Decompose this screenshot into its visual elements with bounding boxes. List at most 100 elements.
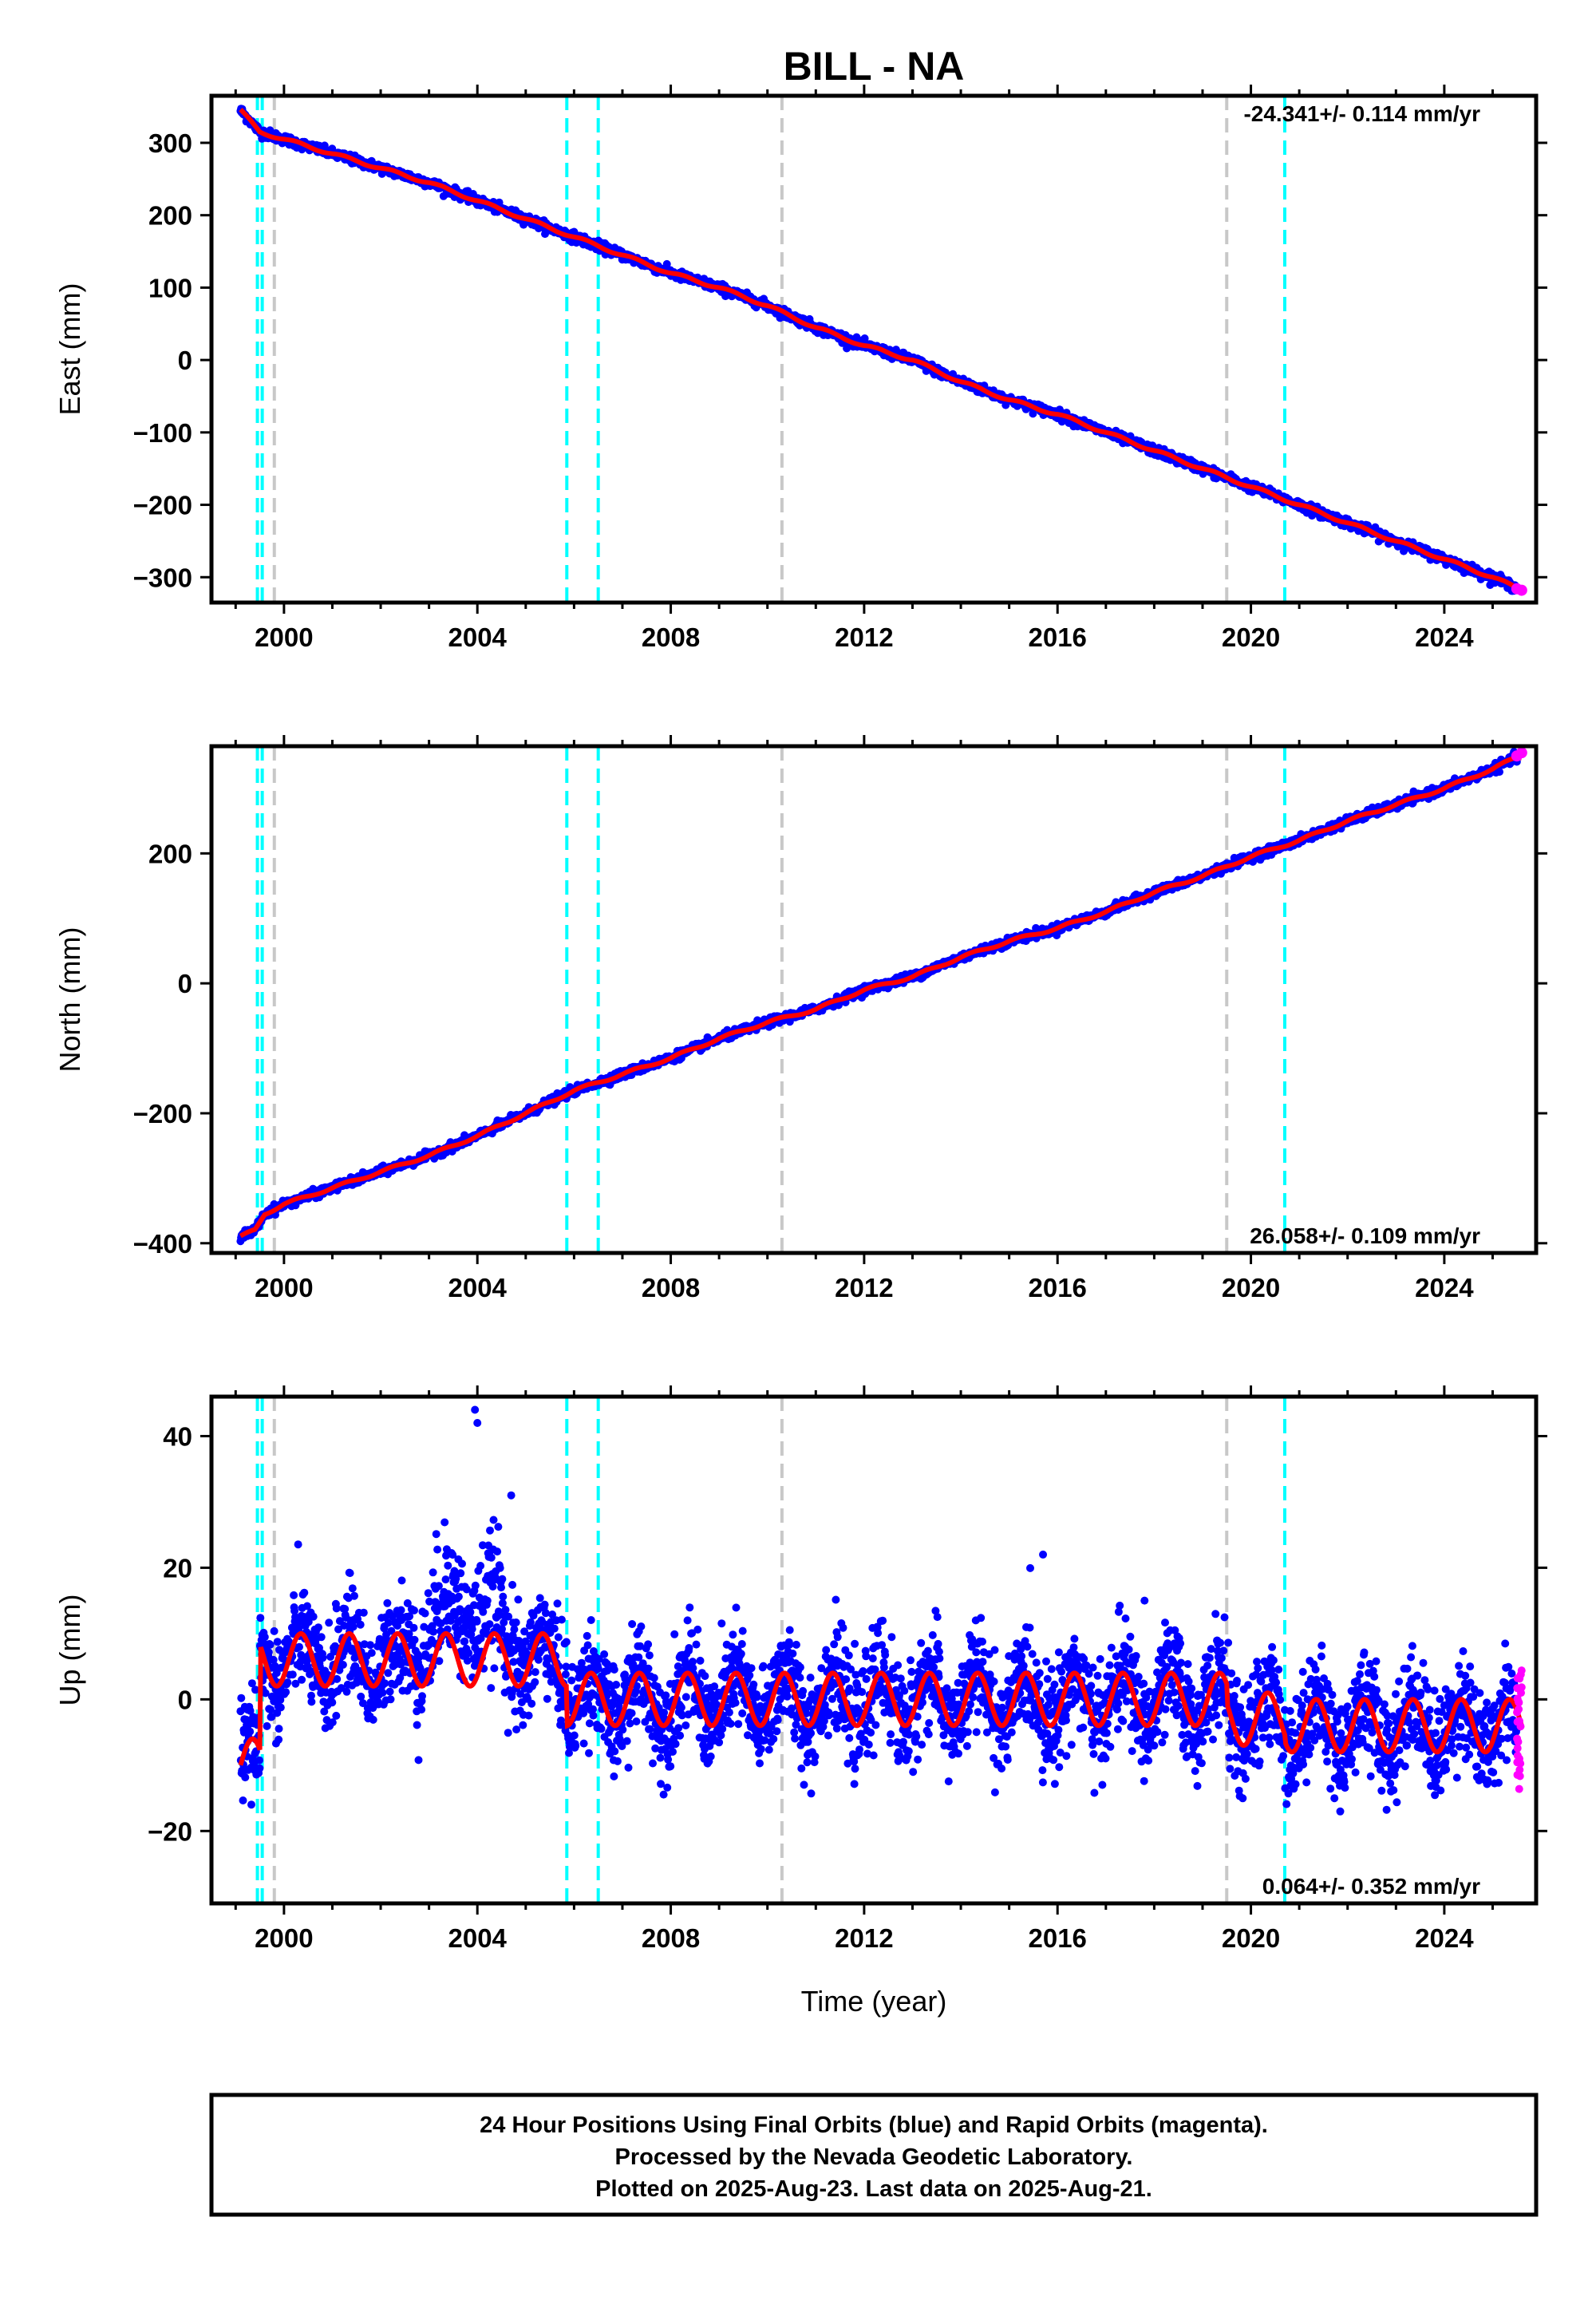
x-tick-label: 2024 — [1415, 1273, 1474, 1302]
x-tick-label: 2008 — [642, 622, 700, 652]
data-point — [276, 1696, 285, 1704]
y-tick-label: 300 — [148, 128, 192, 158]
data-point — [356, 1620, 365, 1629]
data-point — [341, 1605, 350, 1613]
data-point — [291, 1679, 300, 1688]
data-point — [260, 1633, 269, 1642]
y-tick-label: −400 — [133, 1229, 192, 1259]
y-tick-label: 0 — [178, 969, 192, 998]
final-orbit-points — [236, 1405, 1521, 1816]
data-point — [241, 1773, 250, 1782]
x-tick-label: 2024 — [1415, 622, 1474, 652]
data-point — [332, 1604, 341, 1613]
data-point — [350, 1591, 358, 1600]
data-point — [1515, 747, 1527, 759]
y-tick-label: −200 — [133, 491, 192, 520]
panel-frame — [209, 93, 1539, 605]
plot-area — [236, 746, 1527, 1253]
data-point — [300, 1588, 309, 1597]
data-point — [360, 1640, 369, 1649]
y-tick-label: 200 — [148, 201, 192, 231]
chart-title: BILL - NA — [784, 44, 965, 89]
data-point — [348, 1584, 357, 1593]
data-point — [369, 1715, 377, 1724]
data-point — [237, 1694, 246, 1702]
data-point — [251, 1686, 259, 1694]
data-point — [275, 1735, 283, 1744]
y-tick-label: 0 — [178, 346, 192, 375]
data-point — [275, 1725, 283, 1733]
data-point — [303, 1602, 311, 1611]
y-tick-label: −200 — [133, 1099, 192, 1128]
x-tick-label: 2020 — [1222, 1273, 1280, 1302]
data-point — [318, 1654, 327, 1662]
final-orbit-points — [236, 748, 1521, 1246]
data-point — [317, 1633, 326, 1642]
data-point — [325, 1618, 334, 1627]
panel-frame — [209, 744, 1539, 1255]
data-point — [271, 1662, 279, 1670]
y-tick-label: −100 — [133, 418, 192, 448]
data-point — [328, 1718, 337, 1727]
data-point — [295, 1642, 303, 1651]
data-point — [304, 1618, 313, 1626]
data-point — [346, 1569, 354, 1578]
x-tick-label: 2016 — [1029, 1273, 1087, 1302]
data-point — [282, 1688, 290, 1697]
data-point — [332, 1711, 341, 1720]
data-point — [246, 1706, 255, 1715]
data-point — [349, 1622, 358, 1631]
model-fit-line — [239, 107, 1523, 591]
x-tick-label: 2020 — [1222, 622, 1280, 652]
data-point — [290, 1607, 299, 1615]
plot-area — [236, 96, 1527, 603]
data-point — [366, 1641, 374, 1650]
data-point — [255, 1764, 264, 1773]
x-tick-label: 2004 — [448, 1273, 508, 1302]
x-tick-label: 2016 — [1029, 622, 1087, 652]
data-point — [290, 1591, 298, 1599]
y-axis-label: North (mm) — [53, 927, 86, 1073]
x-tick-label: 2000 — [255, 1273, 313, 1302]
data-point — [266, 1640, 275, 1649]
data-point — [320, 1707, 329, 1716]
y-tick-label: 200 — [148, 839, 192, 868]
data-point — [338, 1661, 347, 1669]
north-panel: 2000 2004 2008 2012 2016 2020 2024 −400 −200 0 200… — [53, 735, 1547, 1302]
y-tick-label: 100 — [148, 273, 192, 302]
rapid-orbit-points — [1511, 747, 1527, 762]
data-point — [1029, 409, 1037, 418]
data-point — [662, 259, 671, 268]
data-point — [270, 1626, 279, 1635]
plot-area — [236, 1397, 1526, 1903]
data-point — [263, 1721, 271, 1730]
data-point — [267, 1705, 275, 1714]
data-point — [276, 1703, 285, 1712]
x-tick-label: 2012 — [835, 1273, 893, 1302]
data-point — [1495, 768, 1503, 777]
x-tick-label: 2000 — [255, 622, 313, 652]
rate-label: 26.058+/- 0.109 mm/yr — [1250, 1223, 1480, 1248]
data-point — [378, 1689, 387, 1697]
data-point — [298, 1675, 306, 1684]
data-point — [239, 1796, 247, 1804]
x-tick-label: 2008 — [642, 1273, 700, 1302]
data-point — [283, 1678, 292, 1687]
data-point — [294, 1624, 303, 1633]
data-point — [255, 1756, 263, 1765]
x-tick-label: 2004 — [448, 622, 508, 652]
x-tick-label: 2012 — [835, 622, 893, 652]
data-point — [264, 1648, 273, 1657]
data-point — [342, 1687, 351, 1696]
data-point — [359, 1608, 368, 1617]
data-point — [246, 1727, 255, 1736]
data-point — [333, 1674, 342, 1683]
data-point — [328, 1698, 337, 1707]
data-point — [314, 1623, 322, 1632]
data-point — [367, 1649, 376, 1658]
rate-label: -24.341+/- 0.114 mm/yr — [1243, 101, 1480, 126]
data-point — [294, 1540, 302, 1549]
data-point — [357, 1692, 365, 1701]
east-panel: 2000 2004 2008 2012 2016 2020 2024−300−200−100… — [53, 85, 1547, 652]
